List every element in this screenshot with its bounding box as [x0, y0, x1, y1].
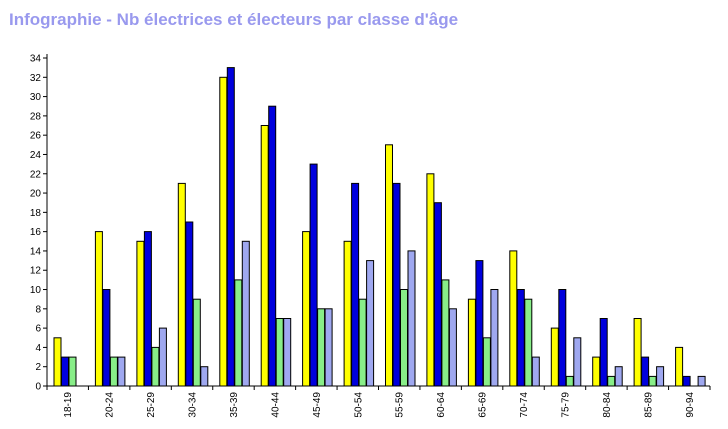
bar: [490, 289, 499, 387]
y-tick-label: 30: [30, 92, 42, 103]
bar: [309, 163, 318, 387]
bar: [324, 308, 333, 387]
bar: [158, 327, 167, 387]
bar: [697, 375, 706, 387]
bar: [550, 327, 559, 387]
y-tick-label: 20: [30, 189, 42, 200]
x-tick-label: 30-34: [188, 392, 199, 418]
x-tick-label: 60-64: [436, 392, 447, 418]
x-tick-label: 40-44: [270, 392, 281, 418]
bar: [68, 356, 77, 387]
bar: [358, 298, 367, 387]
y-tick-label: 26: [30, 131, 42, 142]
bar: [343, 240, 352, 387]
bar: [200, 366, 209, 387]
bar: [177, 182, 186, 387]
bar: [648, 375, 657, 387]
x-tick-label: 70-74: [519, 392, 530, 418]
x-tick-label: 85-89: [643, 392, 654, 418]
bar: [565, 375, 574, 387]
bar: [441, 279, 450, 387]
bar: [524, 298, 533, 387]
bar: [151, 346, 160, 387]
x-tick-label: 20-24: [105, 392, 116, 418]
bar: [607, 375, 616, 387]
bar: [283, 318, 292, 387]
y-tick-label: 34: [30, 54, 42, 65]
bar: [614, 366, 623, 387]
x-tick-label: 75-79: [560, 392, 571, 418]
x-tick-label: 45-49: [312, 392, 323, 418]
bar: [509, 250, 518, 387]
bar: [351, 182, 360, 387]
bar: [407, 250, 416, 387]
bar: [260, 125, 269, 387]
chart-title: Infographie - Nb électrices et électeurs…: [9, 10, 459, 29]
bar: [53, 337, 62, 387]
y-tick-label: 14: [30, 246, 42, 257]
bar: [475, 260, 484, 387]
bar: [400, 289, 408, 387]
bar: [136, 240, 145, 387]
x-tick-label: 35-39: [229, 392, 240, 418]
bar: [317, 308, 326, 387]
bar: [117, 356, 126, 387]
y-tick-label: 4: [35, 343, 41, 354]
y-tick-label: 10: [30, 285, 42, 296]
bar: [226, 67, 235, 387]
x-tick-label: 80-84: [602, 392, 613, 418]
bar: [599, 318, 608, 387]
bar: [102, 289, 111, 387]
bar: [531, 356, 540, 387]
x-tick-label: 25-29: [146, 392, 157, 418]
bar: [61, 356, 69, 387]
y-tick-label: 2: [35, 362, 41, 373]
x-tick-label: 50-54: [353, 392, 364, 418]
bar: [241, 240, 250, 387]
y-tick-label: 0: [35, 382, 41, 393]
x-tick-label: 55-59: [395, 392, 406, 418]
bar: [675, 346, 684, 387]
bar: [433, 202, 442, 387]
y-tick-label: 12: [30, 266, 42, 277]
x-tick-label: 65-69: [478, 392, 489, 418]
bar: [143, 231, 152, 387]
bar: [448, 308, 457, 387]
bar: [185, 221, 194, 387]
bar: [268, 105, 277, 387]
bar: [366, 260, 375, 387]
y-tick-label: 18: [30, 208, 42, 219]
y-tick-label: 6: [35, 324, 41, 335]
bar: [94, 231, 103, 387]
y-tick-label: 28: [30, 111, 42, 122]
bar: [275, 318, 284, 387]
bar: [302, 231, 311, 387]
y-tick-label: 32: [30, 73, 42, 84]
bar: [109, 356, 118, 387]
bar: [573, 337, 582, 387]
x-tick-label: 90-94: [685, 392, 696, 418]
y-tick-label: 22: [30, 169, 42, 180]
bar: [192, 298, 201, 387]
bar: [592, 356, 601, 387]
y-tick-label: 8: [35, 304, 41, 315]
y-tick-label: 16: [30, 227, 42, 238]
bar: [482, 337, 491, 387]
bar: [392, 182, 401, 387]
bar: [467, 298, 476, 387]
x-tick-label: 18-19: [63, 392, 74, 418]
bar: [641, 356, 650, 387]
bar: [656, 366, 665, 387]
bar: [219, 76, 228, 387]
bar: [234, 279, 243, 387]
bar: [633, 318, 642, 387]
bar: [682, 375, 691, 387]
bar: [516, 289, 525, 387]
y-tick-label: 24: [30, 150, 42, 161]
bar: [385, 144, 393, 387]
bar: [558, 289, 567, 387]
bar: [426, 173, 435, 387]
